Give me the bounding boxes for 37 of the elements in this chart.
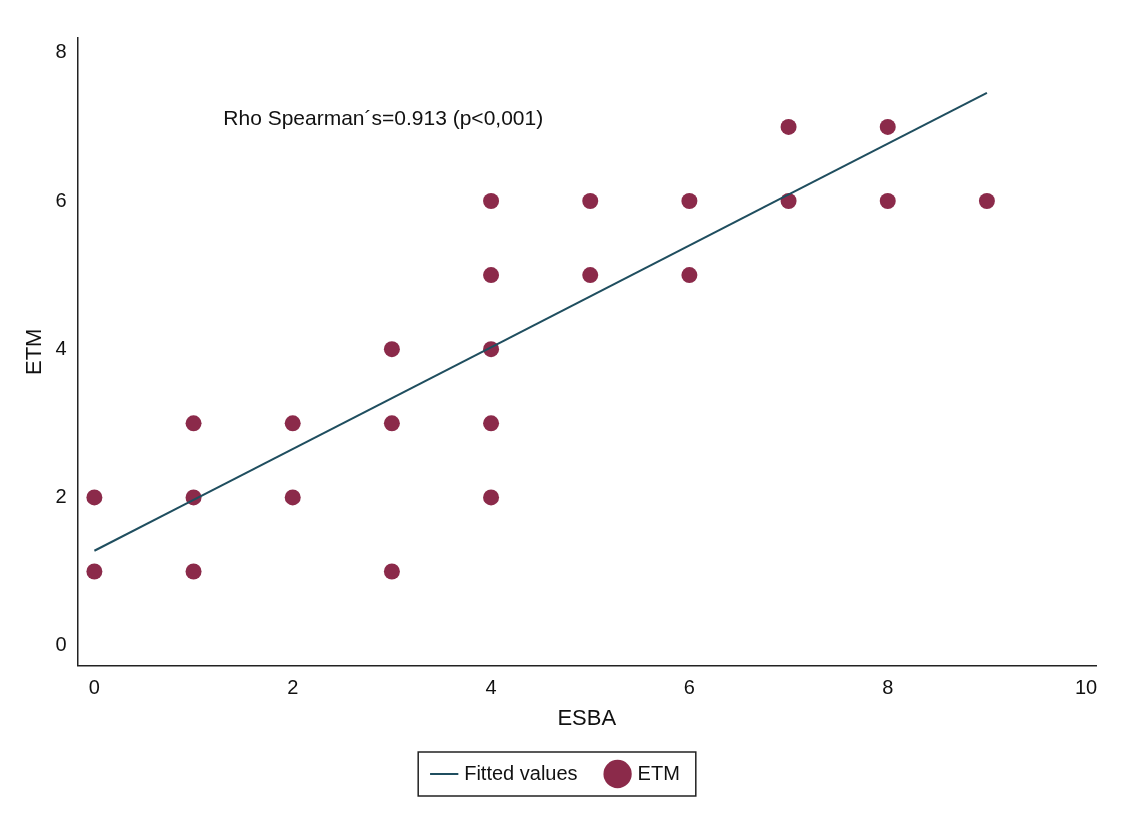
point bbox=[780, 118, 797, 135]
point bbox=[582, 193, 599, 210]
x-tick-label: 2 bbox=[287, 676, 299, 699]
legend-label: Fitted values bbox=[464, 761, 578, 784]
x-axis-title: ESBA bbox=[557, 704, 617, 730]
point bbox=[483, 415, 500, 432]
point bbox=[483, 267, 500, 284]
y-tick-label: 6 bbox=[55, 188, 67, 211]
point bbox=[86, 563, 103, 580]
point bbox=[185, 563, 202, 580]
y-tick-label: 8 bbox=[55, 40, 67, 63]
y-axis-title: ETM bbox=[21, 328, 47, 376]
point bbox=[681, 267, 698, 284]
point bbox=[879, 118, 896, 135]
point bbox=[483, 193, 500, 210]
y-tick-label: 2 bbox=[55, 484, 67, 507]
point bbox=[483, 489, 500, 506]
x-tick-label: 0 bbox=[88, 676, 100, 699]
point bbox=[383, 341, 400, 358]
x-tick-label: 8 bbox=[882, 676, 894, 699]
point bbox=[185, 415, 202, 432]
point bbox=[383, 563, 400, 580]
point bbox=[284, 489, 301, 506]
point bbox=[681, 193, 698, 210]
point bbox=[582, 267, 599, 284]
x-tick-label: 4 bbox=[485, 676, 497, 699]
point bbox=[284, 415, 301, 432]
point bbox=[978, 193, 995, 210]
point bbox=[86, 489, 103, 506]
point bbox=[383, 415, 400, 432]
annotation: Rho Spearman´s=0.913 (p<0,001) bbox=[223, 106, 544, 130]
y-tick-label: 4 bbox=[55, 336, 67, 359]
y-tick-label: 0 bbox=[55, 633, 67, 656]
point bbox=[879, 193, 896, 210]
x-tick-label: 10 bbox=[1074, 676, 1098, 699]
legend-label: ETM bbox=[637, 761, 680, 784]
x-tick-label: 6 bbox=[683, 676, 695, 699]
